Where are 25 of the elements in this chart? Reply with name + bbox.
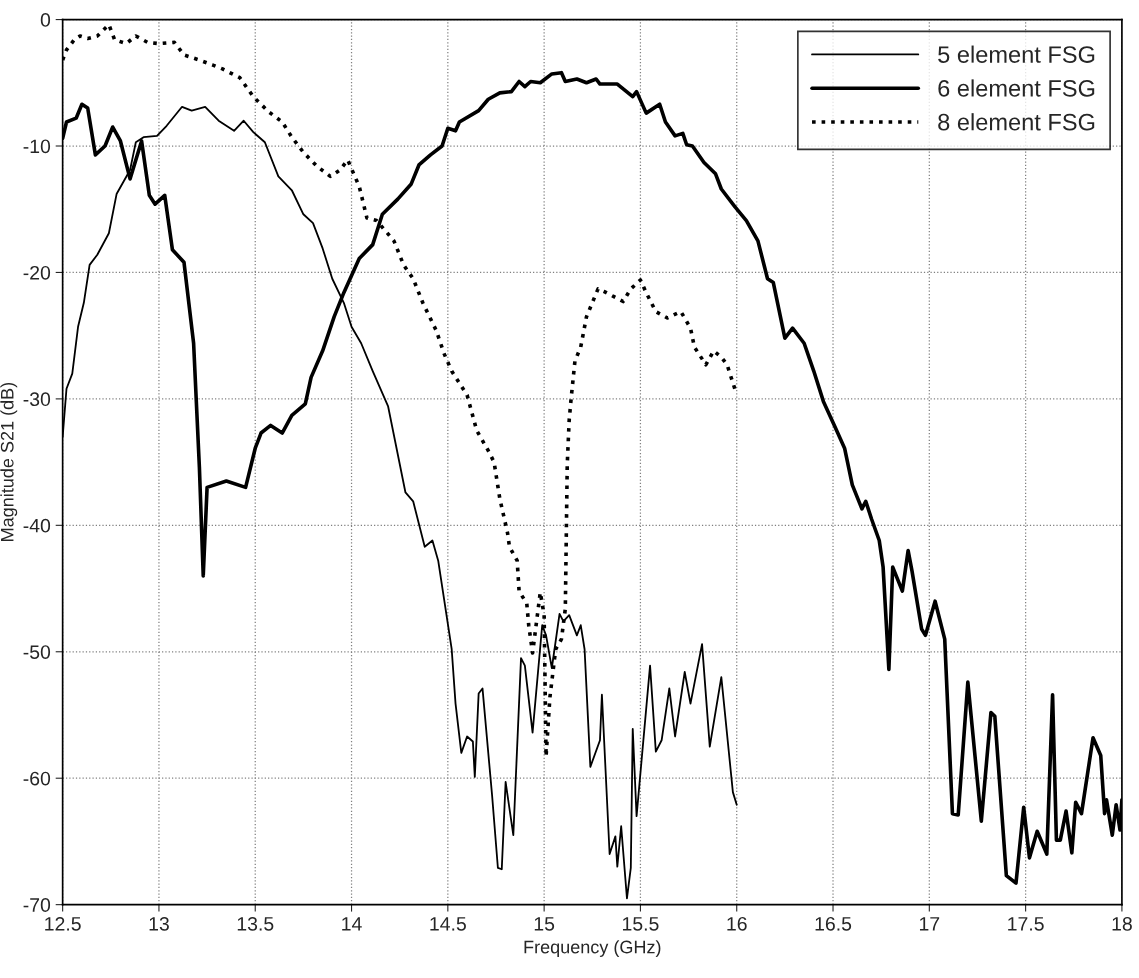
y-tick-label: -40 — [23, 518, 51, 533]
x-tick-label: 13 — [149, 916, 169, 931]
x-tick-label: 14 — [342, 917, 362, 931]
x-tick-label: 14.5 — [430, 917, 466, 931]
y-tick-label: 0 — [40, 13, 51, 27]
x-tick-label: 16 — [727, 916, 747, 931]
legend-label: 5 element FSG — [938, 45, 1095, 63]
x-tick-label: 17 — [919, 917, 940, 931]
legend-label: 6 element FSG — [938, 79, 1095, 97]
x-tick-label: 18 — [1112, 916, 1132, 931]
x-tick-label: 17.5 — [1008, 917, 1044, 931]
y-axis-title: Magnitude S21 (dB) — [0, 382, 18, 541]
legend-label: 8 element FSG — [938, 113, 1095, 131]
x-tick-label: 12.5 — [45, 916, 81, 931]
y-tick-label: -10 — [23, 139, 51, 154]
x-tick-label: 13.5 — [237, 916, 274, 931]
y-tick-label: -20 — [23, 265, 51, 280]
y-tick-label: -60 — [23, 771, 51, 786]
x-axis-title: Frequency (GHz) — [524, 940, 661, 957]
y-tick-label: -30 — [23, 392, 51, 407]
y-tick-label: -70 — [23, 898, 51, 912]
x-tick-label: 15.5 — [622, 917, 659, 931]
x-tick-label: 15 — [534, 917, 555, 931]
x-tick-label: 16.5 — [815, 916, 852, 931]
y-tick-label: -50 — [23, 645, 51, 659]
